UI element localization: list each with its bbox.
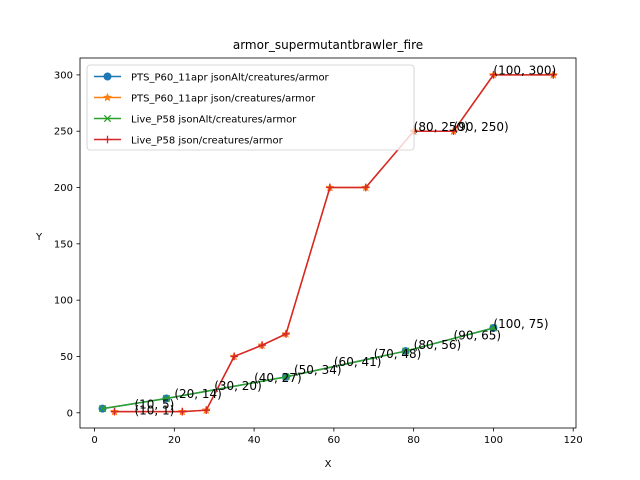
legend-label: Live_P58 json/creatures/armor bbox=[131, 136, 284, 147]
legend-marker bbox=[103, 114, 112, 123]
data-point bbox=[489, 324, 498, 332]
y-tick-label: 200 bbox=[54, 183, 73, 194]
point-annotation: (90, 250) bbox=[454, 120, 509, 134]
point-annotation: (10, 1) bbox=[134, 404, 174, 418]
y-tick-label: 100 bbox=[54, 296, 73, 307]
axes-frame bbox=[79, 57, 577, 429]
data-point bbox=[110, 407, 119, 416]
data-point bbox=[162, 394, 171, 403]
data-point bbox=[549, 71, 558, 79]
data-point bbox=[449, 127, 458, 136]
x-tick-label: 60 bbox=[328, 435, 341, 446]
x-tick-label: 0 bbox=[91, 435, 97, 446]
legend-label: Live_P58 jsonAlt/creatures/armor bbox=[131, 115, 297, 126]
point-annotation: (100, 75) bbox=[493, 317, 548, 331]
y-tick-label: 250 bbox=[54, 127, 73, 138]
point-annotation: (10, 5) bbox=[134, 397, 174, 411]
point-annotations: (10, 5)(10, 1)(20, 14)(30, 20)(40, 27)(5… bbox=[134, 64, 556, 418]
data-point bbox=[178, 407, 187, 416]
legend-label: PTS_P60_11apr jsonAlt/creatures/armor bbox=[131, 73, 330, 84]
series-4 bbox=[110, 71, 558, 416]
y-tick-label: 300 bbox=[54, 70, 73, 81]
point-annotation: (60, 41) bbox=[334, 355, 382, 369]
series-line bbox=[114, 74, 554, 413]
data-point bbox=[230, 352, 238, 361]
point-annotation: (100, 300) bbox=[493, 64, 556, 78]
data-point bbox=[98, 404, 107, 413]
data-point bbox=[202, 406, 211, 415]
legend-marker bbox=[103, 72, 112, 81]
data-point bbox=[282, 373, 290, 381]
point-annotation: (50, 34) bbox=[294, 363, 342, 377]
point-annotation: (20, 14) bbox=[174, 387, 222, 401]
series-3 bbox=[98, 324, 498, 413]
x-tick-label: 20 bbox=[168, 435, 181, 446]
y-tick-label: 0 bbox=[67, 408, 73, 419]
x-axis-label: X bbox=[325, 459, 332, 470]
data-point bbox=[258, 341, 266, 350]
x-tick-label: 120 bbox=[564, 435, 583, 446]
legend-marker bbox=[102, 92, 113, 102]
x-tick-label: 40 bbox=[248, 435, 261, 446]
point-annotation: (40, 27) bbox=[254, 371, 302, 385]
plot-area bbox=[98, 69, 558, 416]
axis-ticks: 0 20 40 60 80 100 120 0 50 100 150 200 250 300 bbox=[54, 70, 583, 446]
point-annotation: (80, 250) bbox=[414, 120, 469, 134]
data-point bbox=[326, 183, 334, 192]
y-tick-label: 50 bbox=[60, 352, 73, 363]
legend-marker bbox=[103, 135, 112, 144]
y-tick-label: 150 bbox=[54, 239, 73, 250]
data-point bbox=[282, 330, 290, 338]
legend-box bbox=[86, 64, 415, 151]
x-tick-label: 80 bbox=[407, 435, 420, 446]
legend-item: PTS_P60_11apr jsonAlt/creatures/armor bbox=[94, 72, 330, 84]
point-annotation: (90, 65) bbox=[454, 329, 502, 343]
point-annotation: (30, 20) bbox=[214, 379, 262, 393]
chart-title: armor_supermutantbrawler_fire bbox=[233, 38, 423, 52]
legend-item: Live_P58 jsonAlt/creatures/armor bbox=[94, 115, 297, 126]
data-point bbox=[402, 347, 410, 355]
legend-label: PTS_P60_11apr json/creatures/armor bbox=[131, 94, 316, 105]
legend-item: PTS_P60_11apr json/creatures/armor bbox=[94, 92, 316, 105]
point-annotation: (80, 56) bbox=[414, 338, 462, 352]
point-annotation: (70, 48) bbox=[374, 347, 422, 361]
legend: PTS_P60_11apr jsonAlt/creatures/armor PTS… bbox=[86, 64, 415, 151]
data-point bbox=[361, 183, 370, 192]
legend-item: Live_P58 json/creatures/armor bbox=[94, 136, 284, 147]
x-tick-label: 100 bbox=[484, 435, 503, 446]
y-axis-label: Y bbox=[35, 232, 43, 243]
data-point bbox=[489, 71, 498, 79]
